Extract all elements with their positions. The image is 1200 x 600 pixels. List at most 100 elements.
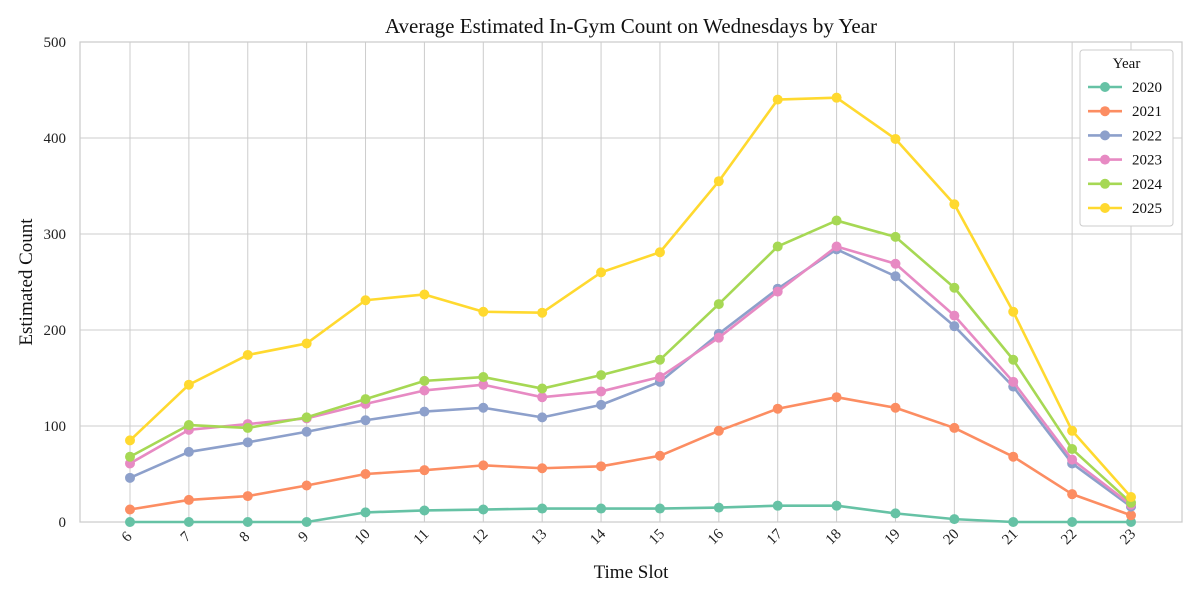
legend-item-2025: 2025 [1088, 201, 1162, 217]
data-point [537, 503, 548, 514]
data-point [654, 372, 665, 383]
data-point [478, 372, 489, 383]
x-tick-label: 13 [528, 526, 550, 548]
data-point [125, 517, 135, 527]
data-point [890, 508, 901, 519]
grid-layer [80, 41, 1182, 523]
data-point [890, 402, 901, 413]
data-point [1126, 492, 1136, 503]
y-tick-label: 500 [44, 35, 67, 51]
y-tick-label: 200 [44, 323, 67, 339]
data-point [772, 94, 783, 105]
data-point [713, 332, 724, 343]
series-line [129, 248, 1132, 508]
data-point [301, 517, 312, 527]
data-point [713, 299, 724, 310]
legend-marker [1100, 154, 1110, 165]
data-point [478, 504, 489, 515]
series-2025 [125, 92, 1136, 503]
data-point [890, 133, 901, 144]
legend: Year 2020 2021 2022 2023 2024 2025 [1079, 49, 1174, 227]
data-point [654, 503, 665, 514]
x-tick-label: 16 [705, 526, 727, 548]
data-point [537, 392, 548, 403]
x-tick-label: 18 [823, 526, 845, 548]
data-point [360, 394, 371, 405]
data-point [1008, 376, 1019, 387]
series-line [129, 395, 1132, 517]
data-point [360, 469, 371, 479]
x-tick-label: 8 [237, 529, 254, 546]
data-point [654, 247, 665, 258]
y-tick-label: 0 [59, 515, 67, 531]
data-point [713, 502, 724, 513]
data-point [478, 402, 489, 413]
legend-label: 2025 [1132, 201, 1162, 217]
legend-marker [1100, 82, 1110, 92]
data-point [949, 199, 960, 210]
legend-marker [1100, 106, 1110, 117]
legend-item-2021: 2021 [1088, 104, 1162, 120]
data-point [537, 383, 548, 394]
data-point [419, 465, 430, 476]
data-point [1067, 454, 1078, 465]
legend-item-2020: 2020 [1088, 80, 1162, 96]
data-point [772, 241, 783, 252]
data-point [242, 517, 253, 527]
y-tick-labels: 0 100 200 300 400 500 [44, 35, 67, 531]
series-line [130, 504, 1131, 524]
y-tick-label: 400 [44, 131, 67, 147]
data-point [949, 282, 960, 293]
data-point [301, 480, 312, 491]
legend-marker [1100, 178, 1110, 189]
x-tick-label: 6 [119, 529, 136, 546]
legend-label: 2022 [1132, 128, 1162, 144]
legend-label: 2023 [1132, 153, 1162, 169]
data-point [419, 385, 430, 396]
x-tick-label: 17 [764, 526, 786, 548]
data-point [831, 92, 842, 103]
data-point [360, 507, 371, 518]
x-tick-label: 14 [587, 526, 609, 548]
data-point [125, 504, 135, 515]
legend-marker [1100, 203, 1110, 213]
x-tick-label: 19 [882, 526, 904, 548]
legend-label: 2020 [1132, 80, 1162, 96]
data-point [419, 505, 430, 516]
data-point [596, 370, 607, 381]
series-line [129, 96, 1132, 498]
data-point [1008, 306, 1019, 317]
data-point [890, 271, 901, 282]
x-tick-label: 15 [646, 526, 668, 548]
data-point [596, 399, 607, 410]
x-tick-label: 10 [352, 526, 374, 548]
data-point [242, 349, 253, 360]
series-2021 [125, 392, 1136, 521]
data-point [831, 392, 842, 403]
series-2020 [125, 500, 1136, 527]
data-point [772, 286, 783, 297]
legend-title: Year [1113, 56, 1141, 72]
x-tick-labels: 6 7 8 9 10 11 12 13 14 15 16 17 18 19 20 21 22 23 [119, 526, 1139, 548]
y-tick-label: 100 [44, 419, 67, 435]
data-point [125, 435, 135, 446]
data-point [419, 375, 430, 386]
x-tick-label: 22 [1058, 526, 1080, 548]
data-point [596, 267, 607, 278]
data-point [360, 415, 371, 426]
data-point [478, 460, 489, 471]
series-line [129, 245, 1132, 506]
legend-marker [1100, 130, 1110, 141]
data-point [654, 354, 665, 365]
data-point [1008, 354, 1019, 365]
data-point [301, 426, 312, 437]
x-tick-label: 9 [296, 529, 313, 546]
data-point [183, 420, 194, 431]
data-point [242, 491, 253, 502]
series-line [129, 219, 1132, 504]
series-2022 [125, 244, 1136, 512]
data-point [713, 425, 724, 436]
plot-frame [79, 41, 1183, 523]
data-point [537, 412, 548, 423]
